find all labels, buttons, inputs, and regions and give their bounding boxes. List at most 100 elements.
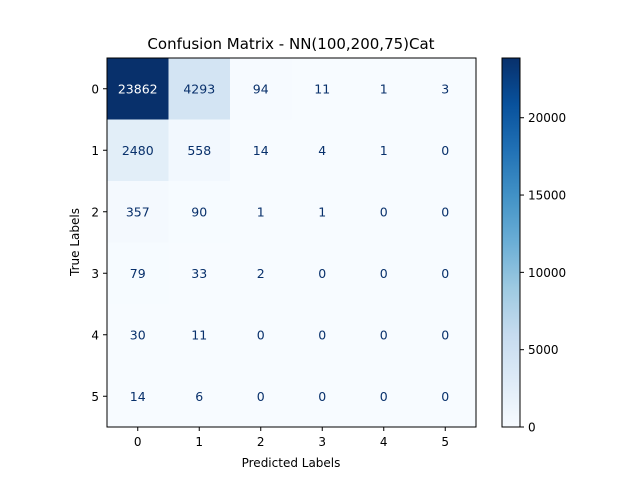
cell-value-label: 11 (314, 81, 330, 96)
colorbar-tick-label: 0 (528, 421, 536, 435)
heatmap-cell (414, 181, 477, 243)
heatmap-cell (414, 242, 477, 305)
y-tick-label: 0 (91, 82, 99, 96)
heatmap-cell (291, 181, 354, 243)
cell-value-label: 0 (318, 327, 326, 342)
heatmap-cell (353, 181, 415, 243)
y-axis-label: True Labels (68, 208, 82, 277)
heatmap-cell (353, 58, 415, 120)
heatmap-cell (353, 119, 415, 182)
heatmap-cell (107, 181, 169, 243)
cell-value-label: 33 (191, 266, 207, 281)
heatmap-cell (230, 181, 292, 243)
heatmap-cell (414, 119, 477, 182)
colorbar-ticks: 0 5000 10000 15000 20000 (520, 111, 566, 435)
cell-value-label: 0 (257, 327, 265, 342)
cell-value-label: 1 (380, 143, 388, 158)
cell-value-label: 3 (441, 81, 449, 96)
cell-value-label: 0 (441, 143, 449, 158)
heatmap-cell (414, 365, 477, 428)
heatmap-cell (291, 304, 354, 366)
heatmap-cell (168, 242, 231, 305)
cell-value-label: 0 (380, 266, 388, 281)
heatmap-cell (230, 119, 292, 182)
heatmap-cell (414, 58, 477, 120)
cell-value-label: 6 (195, 389, 203, 404)
heatmap-cell (291, 119, 354, 182)
cell-value-label: 0 (441, 389, 449, 404)
heatmap-cell (414, 304, 477, 366)
cell-value-label: 0 (380, 389, 388, 404)
heatmap-cell (353, 365, 415, 428)
heatmap-cell (353, 242, 415, 305)
cell-value-label: 90 (191, 204, 207, 219)
heatmap-cells (107, 58, 477, 428)
x-tick-label: 2 (257, 435, 265, 449)
cell-value-label: 14 (130, 389, 146, 404)
y-tick-label: 5 (91, 390, 99, 404)
heatmap-cell (107, 58, 169, 120)
colorbar-frame (501, 57, 521, 428)
y-tick-label: 2 (91, 205, 99, 219)
cell-value-label: 2 (257, 266, 265, 281)
y-tick-label: 1 (91, 144, 99, 158)
heatmap-cell (230, 304, 292, 366)
cell-value-label: 23862 (118, 81, 158, 96)
y-tick-label: 4 (91, 328, 99, 342)
chart-title: Confusion Matrix - NN(100,200,75)Cat (147, 35, 434, 53)
x-tick-label: 5 (441, 435, 449, 449)
cell-value-label: 0 (441, 327, 449, 342)
heatmap-cell (291, 365, 354, 428)
heatmap-cell (168, 365, 231, 428)
cell-value-label: 1 (318, 204, 326, 219)
cell-value-label: 357 (126, 204, 150, 219)
y-tick-label: 3 (91, 267, 99, 281)
cell-value-label: 0 (318, 266, 326, 281)
cell-value-label: 0 (318, 389, 326, 404)
cell-value-label: 4 (318, 143, 326, 158)
cell-value-label: 4293 (183, 81, 215, 96)
cell-value-label: 0 (441, 266, 449, 281)
cell-value-label: 0 (380, 204, 388, 219)
heatmap-cell (168, 119, 231, 182)
colorbar-tick-label: 5000 (528, 343, 559, 357)
cell-value-label: 94 (253, 81, 269, 96)
colorbar-tick-label: 20000 (528, 111, 566, 125)
heatmap-cell (230, 58, 292, 120)
heatmap-cell (107, 304, 169, 366)
cell-value-label: 0 (380, 327, 388, 342)
heatmap-cell (291, 58, 354, 120)
heatmap-cell (230, 365, 292, 428)
heatmap-cell (107, 242, 169, 305)
heatmap-cell (168, 181, 231, 243)
cell-value-label: 11 (191, 327, 207, 342)
colorbar-tick-label: 15000 (528, 189, 566, 203)
x-tick-label: 3 (318, 435, 326, 449)
x-axis-ticks: 0 1 2 3 4 5 (134, 427, 449, 449)
heatmap-cell (291, 242, 354, 305)
heatmap-cell (168, 304, 231, 366)
x-tick-label: 4 (380, 435, 388, 449)
x-tick-label: 0 (134, 435, 142, 449)
colorbar (502, 58, 520, 427)
cell-value-label: 79 (130, 266, 146, 281)
cell-value-label: 30 (130, 327, 146, 342)
heatmap-cell (107, 119, 169, 182)
heatmap-cell (107, 365, 169, 428)
heatmap-cell (230, 242, 292, 305)
cell-value-label: 1 (257, 204, 265, 219)
cell-value-label: 558 (187, 143, 211, 158)
cell-value-label: 14 (253, 143, 269, 158)
cell-value-label: 0 (257, 389, 265, 404)
y-axis-ticks: 0 1 2 3 4 5 (91, 82, 107, 404)
cell-value-label: 0 (441, 204, 449, 219)
heatmap-cell (353, 304, 415, 366)
colorbar-tick-label: 10000 (528, 266, 566, 280)
plot-frame (106, 57, 477, 428)
cell-value-label: 2480 (122, 143, 154, 158)
heatmap-cell (168, 58, 231, 120)
x-tick-label: 1 (195, 435, 203, 449)
cell-value-label: 1 (380, 81, 388, 96)
